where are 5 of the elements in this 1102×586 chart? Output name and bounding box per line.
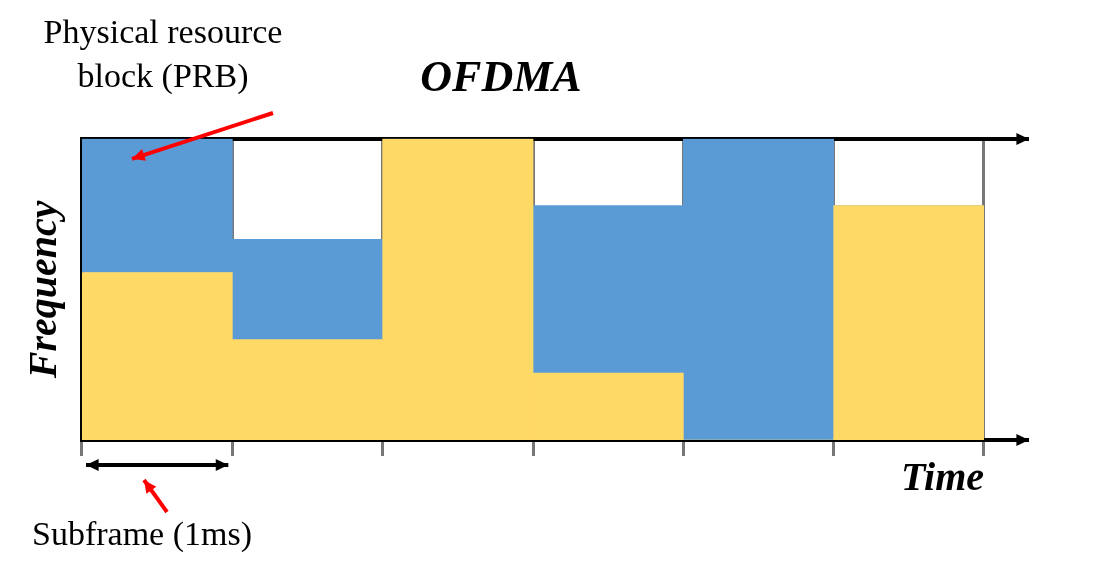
- text: Subframe (1ms): [32, 515, 253, 553]
- x-axis-title: Time: [901, 454, 984, 500]
- y-axis-title: Frequency: [20, 200, 66, 380]
- text: Physical resource block (PRB): [42, 12, 284, 96]
- chart-title: OFDMA: [420, 51, 582, 101]
